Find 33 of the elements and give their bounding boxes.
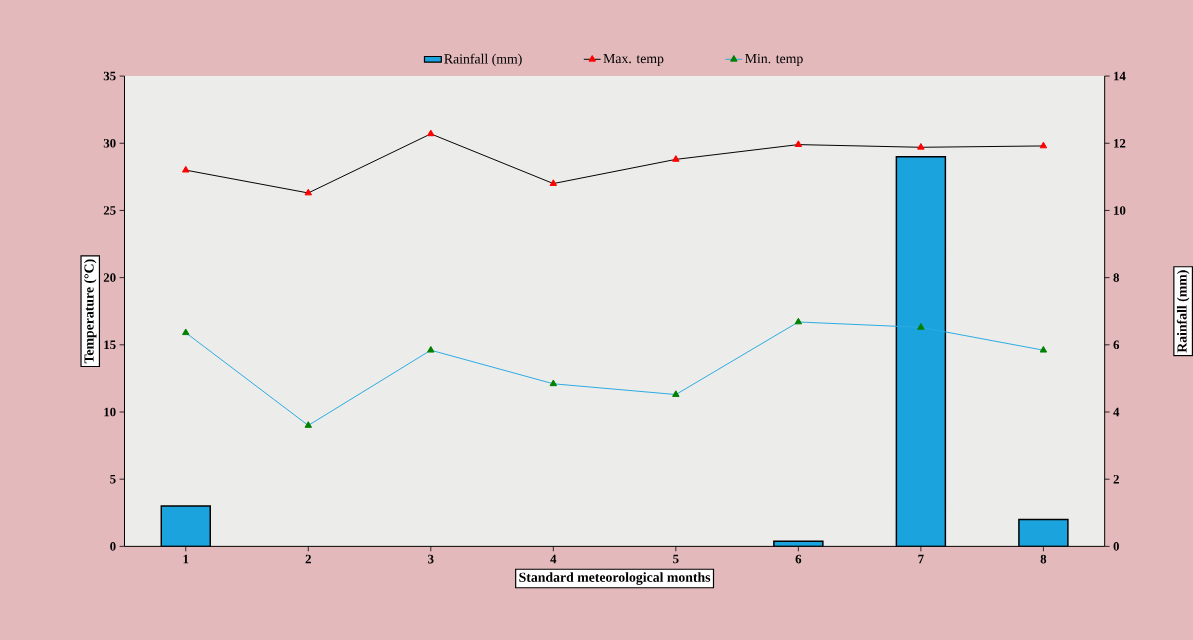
x-tick-label: 1 (183, 554, 189, 564)
bar (1018, 518, 1069, 547)
y2-tick-label: 8 (1113, 273, 1120, 282)
x-tick-label: 7 (918, 554, 924, 564)
y2-tick-label: 10 (1114, 206, 1126, 215)
y-tick-label: 20 (103, 273, 116, 282)
legend-label: Max. temp (603, 53, 664, 66)
y-tick-label: 0 (110, 541, 116, 551)
x-tick-label: 6 (795, 554, 802, 564)
y-tick-label: 10 (104, 407, 116, 417)
y-tick-label: 5 (110, 474, 116, 484)
y2-tick-label: 14 (1114, 71, 1126, 81)
y2-tick-label: 0 (1113, 541, 1119, 551)
y2-tick-label: 2 (1113, 474, 1119, 484)
y2-tick-label: 12 (1114, 138, 1126, 148)
bar (895, 155, 947, 547)
y-tick-label: 30 (103, 138, 116, 148)
y-tick-label: 35 (103, 71, 116, 81)
y2-tick-label: 4 (1113, 407, 1120, 417)
y2-axis-title: Rainfall (mm) (1176, 270, 1190, 353)
y-tick-label: 15 (104, 340, 116, 349)
x-tick-label: 4 (550, 554, 557, 564)
y2-tick-label: 6 (1113, 340, 1120, 349)
x-tick-label: 8 (1040, 554, 1047, 564)
bar (160, 505, 211, 547)
x-axis-title: Standard meteorological months (519, 572, 711, 585)
y-axis-title: Temperature (°C) (83, 259, 97, 364)
legend-label: Min. temp (745, 53, 803, 66)
legend-label: Rainfall (mm) (444, 53, 522, 67)
x-tick-label: 5 (673, 554, 679, 564)
y-tick-label: 25 (103, 206, 116, 215)
x-tick-label: 3 (428, 554, 434, 564)
x-tick-label: 2 (305, 554, 311, 564)
